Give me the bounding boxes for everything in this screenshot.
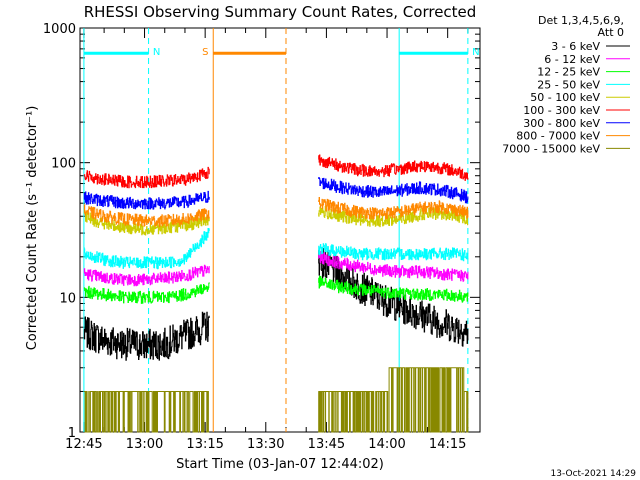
x-tick-label: 13:30 (247, 437, 284, 452)
series-line (318, 154, 469, 181)
x-tick-label: 13:00 (126, 437, 163, 452)
legend-label: 25 - 50 keV (537, 78, 600, 91)
series-line (318, 275, 469, 303)
series-line (318, 197, 469, 220)
series-line (83, 391, 210, 433)
legend-label: 6 - 12 keV (544, 53, 600, 66)
y-axis-label: Corrected Count Rate (s⁻¹ detector⁻¹) (25, 106, 40, 351)
y-tick-label: 100 (51, 157, 76, 172)
series-line (83, 190, 210, 210)
x-tick-label: 14:15 (429, 437, 466, 452)
plot-frame (79, 27, 481, 433)
legend-header: Att 0 (598, 26, 624, 39)
legend-label: 12 - 25 keV (537, 66, 600, 79)
series-line (83, 311, 210, 361)
legend-label: 100 - 300 keV (523, 104, 600, 117)
series-line (318, 251, 469, 282)
legend-label: 7000 - 15000 keV (502, 142, 600, 155)
y-tick-label: 10 (59, 291, 76, 306)
series-line (318, 243, 469, 262)
series-line (318, 177, 469, 204)
series-line (83, 166, 210, 189)
marker-label: S (202, 47, 208, 58)
legend-header: Det 1,3,4,5,6,9, (538, 14, 624, 27)
series-line (318, 367, 469, 433)
legend-label: 800 - 7000 keV (516, 130, 600, 143)
chart-title: RHESSI Observing Summary Count Rates, Co… (84, 3, 477, 21)
series-line (83, 282, 210, 304)
legend-label: 50 - 100 keV (530, 91, 600, 104)
series-line (318, 206, 469, 228)
x-axis-label: Start Time (03-Jan-07 12:44:02) (176, 457, 384, 472)
y-tick-label: 1 (68, 426, 76, 441)
legend-label: 3 - 6 keV (551, 40, 600, 53)
marker-label: N (153, 47, 160, 58)
series-line (83, 264, 210, 287)
x-tick-label: 13:45 (308, 437, 345, 452)
series-line (83, 228, 210, 270)
x-tick-label: 12:45 (65, 437, 102, 452)
x-tick-label: 13:15 (186, 437, 223, 452)
marker-label: N (472, 47, 479, 58)
x-tick-label: 14:00 (368, 437, 405, 452)
legend-label: 300 - 800 keV (523, 117, 600, 130)
series-line (318, 248, 469, 347)
y-tick-label: 1000 (43, 22, 76, 37)
footer-timestamp: 13-Oct-2021 14:29 (551, 469, 637, 479)
plot-area: 1 10 100 1000 12:45 13:00 13:15 13:30 13:45 14:00… (43, 22, 481, 452)
series-line (83, 204, 210, 228)
